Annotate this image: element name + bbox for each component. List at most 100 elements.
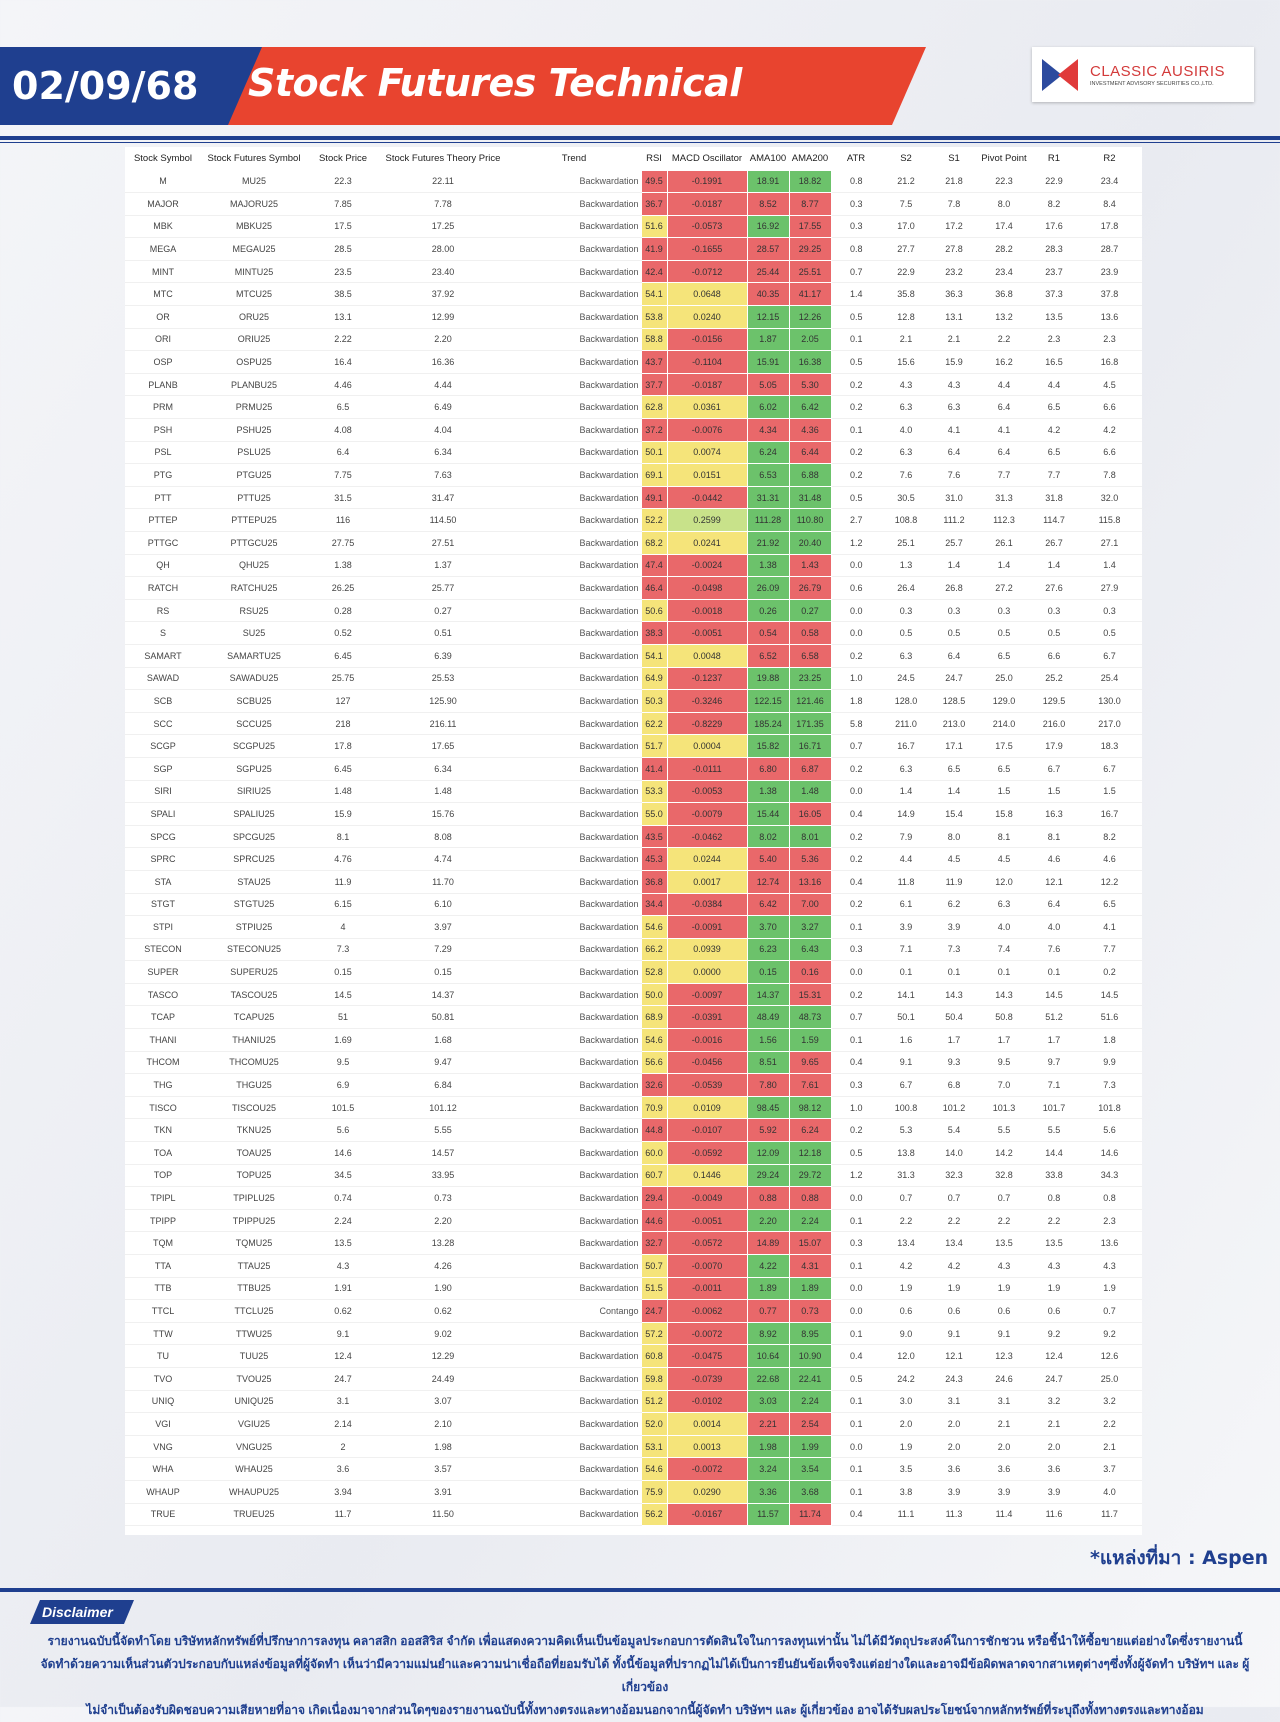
disclaimer-line: รายงานฉบับนี้จัดทำโดย บริษัทหลักทรัพย์ที… bbox=[47, 1634, 1243, 1648]
cell-r2: 3.7 bbox=[1077, 1457, 1142, 1481]
cell-s2: 2.2 bbox=[881, 1209, 931, 1233]
cell-trend: Backwardation bbox=[507, 667, 641, 691]
cell-stock-price: 6.15 bbox=[307, 893, 379, 917]
cell-pivot: 24.6 bbox=[977, 1367, 1031, 1391]
cell-pivot: 0.6 bbox=[977, 1299, 1031, 1323]
cell-r1: 16.3 bbox=[1031, 802, 1077, 826]
cell-ama100: 0.26 bbox=[746, 598, 790, 623]
cell-r2: 4.6 bbox=[1077, 847, 1142, 871]
cell-stock-price: 9.1 bbox=[307, 1322, 379, 1346]
cell-pivot: 28.2 bbox=[977, 237, 1031, 261]
table-row: SPCG SPCGU25 8.1 8.08 Backwardation 43.5 -0.04… bbox=[125, 824, 1142, 849]
cell-theory-price: 3.97 bbox=[379, 915, 507, 939]
cell-stock-symbol: PSL bbox=[125, 441, 201, 465]
cell-trend: Backwardation bbox=[507, 1367, 641, 1391]
cell-trend: Backwardation bbox=[507, 757, 641, 781]
table-row: TTB TTBU25 1.91 1.90 Backwardation 51.5 -0.001… bbox=[125, 1276, 1142, 1301]
cell-macd: 0.1446 bbox=[666, 1163, 748, 1188]
cell-ama200: 48.73 bbox=[788, 1005, 832, 1030]
cell-r1: 6.6 bbox=[1031, 644, 1077, 668]
cell-pivot: 3.6 bbox=[977, 1457, 1031, 1481]
cell-pivot: 13.5 bbox=[977, 1231, 1031, 1255]
cell-rsi: 47.4 bbox=[640, 553, 668, 578]
cell-s1: 2.0 bbox=[931, 1412, 977, 1436]
cell-r1: 14.4 bbox=[1031, 1141, 1077, 1165]
col-header-r2: R2 bbox=[1103, 153, 1116, 164]
cell-s2: 7.9 bbox=[881, 825, 931, 849]
cell-stock-price: 0.52 bbox=[307, 621, 379, 645]
cell-futures-symbol: STECONU25 bbox=[201, 938, 307, 962]
cell-s1: 32.3 bbox=[931, 1164, 977, 1188]
cell-trend: Backwardation bbox=[507, 441, 641, 465]
header-divider-thin bbox=[0, 142, 1280, 143]
cell-s2: 13.4 bbox=[881, 1231, 931, 1255]
cell-ama100: 1.38 bbox=[746, 779, 790, 804]
table-row: SUPER SUPERU25 0.15 0.15 Backwardation 52.8 0.… bbox=[125, 960, 1142, 984]
cell-s1: 2.1 bbox=[931, 328, 977, 352]
cell-theory-price: 4.74 bbox=[379, 847, 507, 871]
cell-atr: 0.2 bbox=[831, 983, 881, 1007]
cell-theory-price: 23.40 bbox=[379, 260, 507, 284]
cell-s2: 31.3 bbox=[881, 1164, 931, 1188]
cell-stock-symbol: TU bbox=[125, 1344, 201, 1368]
cell-s1: 1.4 bbox=[931, 554, 977, 578]
cell-futures-symbol: SUPERU25 bbox=[201, 960, 307, 984]
cell-theory-price: 11.70 bbox=[379, 870, 507, 894]
cell-ama100: 14.89 bbox=[746, 1231, 790, 1255]
table-row: TKN TKNU25 5.6 5.55 Backwardation 44.8 -0.0107… bbox=[125, 1118, 1142, 1143]
cell-ama100: 7.80 bbox=[746, 1073, 790, 1097]
cell-ama100: 28.57 bbox=[746, 237, 790, 261]
cell-stock-symbol: THCOM bbox=[125, 1051, 201, 1075]
cell-atr: 0.0 bbox=[831, 1299, 881, 1323]
cell-trend: Backwardation bbox=[507, 508, 641, 532]
table-row: TOA TOAU25 14.6 14.57 Backwardation 60.0 -0.05… bbox=[125, 1141, 1142, 1165]
table-row: PSL PSLU25 6.4 6.34 Backwardation 50.1 0.0074 6… bbox=[125, 440, 1142, 465]
cell-atr: 0.1 bbox=[831, 1480, 881, 1504]
cell-stock-symbol: MINT bbox=[125, 260, 201, 284]
cell-macd: -0.0739 bbox=[666, 1366, 748, 1391]
table-row: SPRC SPRCU25 4.76 4.74 Backwardation 45.3 0.02… bbox=[125, 847, 1142, 871]
table-row: TPIPP TPIPPU25 2.24 2.20 Backwardation 44.6 -0… bbox=[125, 1208, 1142, 1233]
cell-stock-price: 4 bbox=[307, 915, 379, 939]
cell-ama200: 8.01 bbox=[788, 824, 832, 849]
cell-ama200: 0.58 bbox=[788, 621, 832, 645]
cell-theory-price: 50.81 bbox=[379, 1005, 507, 1030]
cell-ama200: 2.05 bbox=[788, 327, 832, 352]
table-row: PTTGC PTTGCU25 27.75 27.51 Backwardation 68.2… bbox=[125, 531, 1142, 555]
cell-rsi: 36.8 bbox=[640, 869, 668, 894]
cell-s2: 12.8 bbox=[881, 305, 931, 329]
cell-ama200: 171.35 bbox=[788, 711, 832, 736]
cell-trend: Backwardation bbox=[507, 170, 641, 194]
cell-r1: 4.2 bbox=[1031, 418, 1077, 442]
cell-macd: -0.0539 bbox=[666, 1073, 748, 1097]
cell-r1: 1.7 bbox=[1031, 1028, 1077, 1052]
cell-s1: 27.8 bbox=[931, 237, 977, 261]
cell-stock-symbol: TISCO bbox=[125, 1096, 201, 1120]
cell-pivot: 2.0 bbox=[977, 1435, 1031, 1459]
cell-ama100: 12.15 bbox=[746, 305, 790, 329]
cell-s1: 21.8 bbox=[931, 170, 977, 194]
cell-theory-price: 12.29 bbox=[379, 1344, 507, 1368]
table-row: RS RSU25 0.28 0.27 Backwardation 50.6 -0.0018 0… bbox=[125, 598, 1142, 623]
cell-stock-price: 4.3 bbox=[307, 1254, 379, 1278]
table-row: SAWAD SAWADU25 25.75 25.53 Backwardation 64.9… bbox=[125, 666, 1142, 691]
cell-ama200: 10.90 bbox=[788, 1344, 832, 1368]
cell-s1: 50.4 bbox=[931, 1005, 977, 1030]
cell-rsi: 51.7 bbox=[640, 734, 668, 758]
cell-r2: 101.8 bbox=[1077, 1096, 1142, 1120]
cell-theory-price: 6.34 bbox=[379, 441, 507, 465]
cell-theory-price: 1.98 bbox=[379, 1435, 507, 1459]
cell-stock-price: 8.1 bbox=[307, 825, 379, 849]
cell-ama200: 7.00 bbox=[788, 892, 832, 917]
cell-r2: 37.8 bbox=[1077, 282, 1142, 307]
cell-rsi: 54.6 bbox=[640, 1028, 668, 1052]
cell-stock-symbol: PTTGC bbox=[125, 531, 201, 555]
table-header-row: Stock Symbol Stock Futures Symbol Stock Pr… bbox=[125, 147, 1142, 170]
cell-trend: Backwardation bbox=[507, 1186, 641, 1210]
cell-macd: -0.3246 bbox=[666, 689, 748, 713]
cell-r1: 12.4 bbox=[1031, 1344, 1077, 1368]
cell-ama100: 4.34 bbox=[746, 418, 790, 442]
cell-ama200: 2.24 bbox=[788, 1389, 832, 1414]
cell-atr: 0.2 bbox=[831, 757, 881, 781]
table-row: TCAP TCAPU25 51 50.81 Backwardation 68.9 -0.03… bbox=[125, 1005, 1142, 1030]
